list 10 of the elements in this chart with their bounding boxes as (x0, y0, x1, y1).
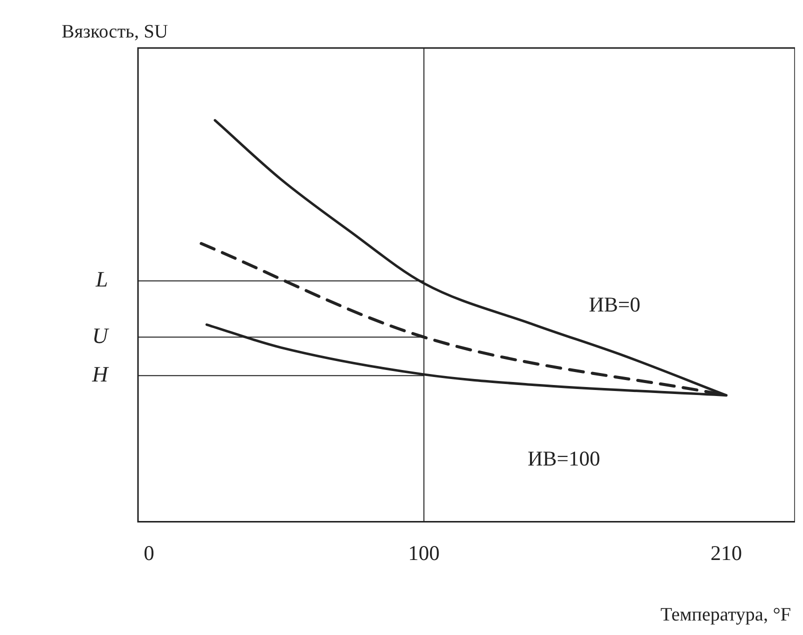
y-axis-title: Вязкость, SU (62, 21, 168, 42)
text: ИВ=100 (528, 446, 600, 470)
ref-line-label: L (94, 266, 108, 292)
ref-line-label: H (91, 361, 110, 386)
x-tick-label: 0 (144, 540, 154, 565)
series-label: ИВ=0 (588, 292, 640, 316)
x-tick-label: 100 (408, 540, 440, 565)
ref-line-label: U (92, 322, 110, 348)
x-axis-title: Температура, °F (660, 604, 791, 626)
x-tick-label: 210 (710, 540, 742, 565)
